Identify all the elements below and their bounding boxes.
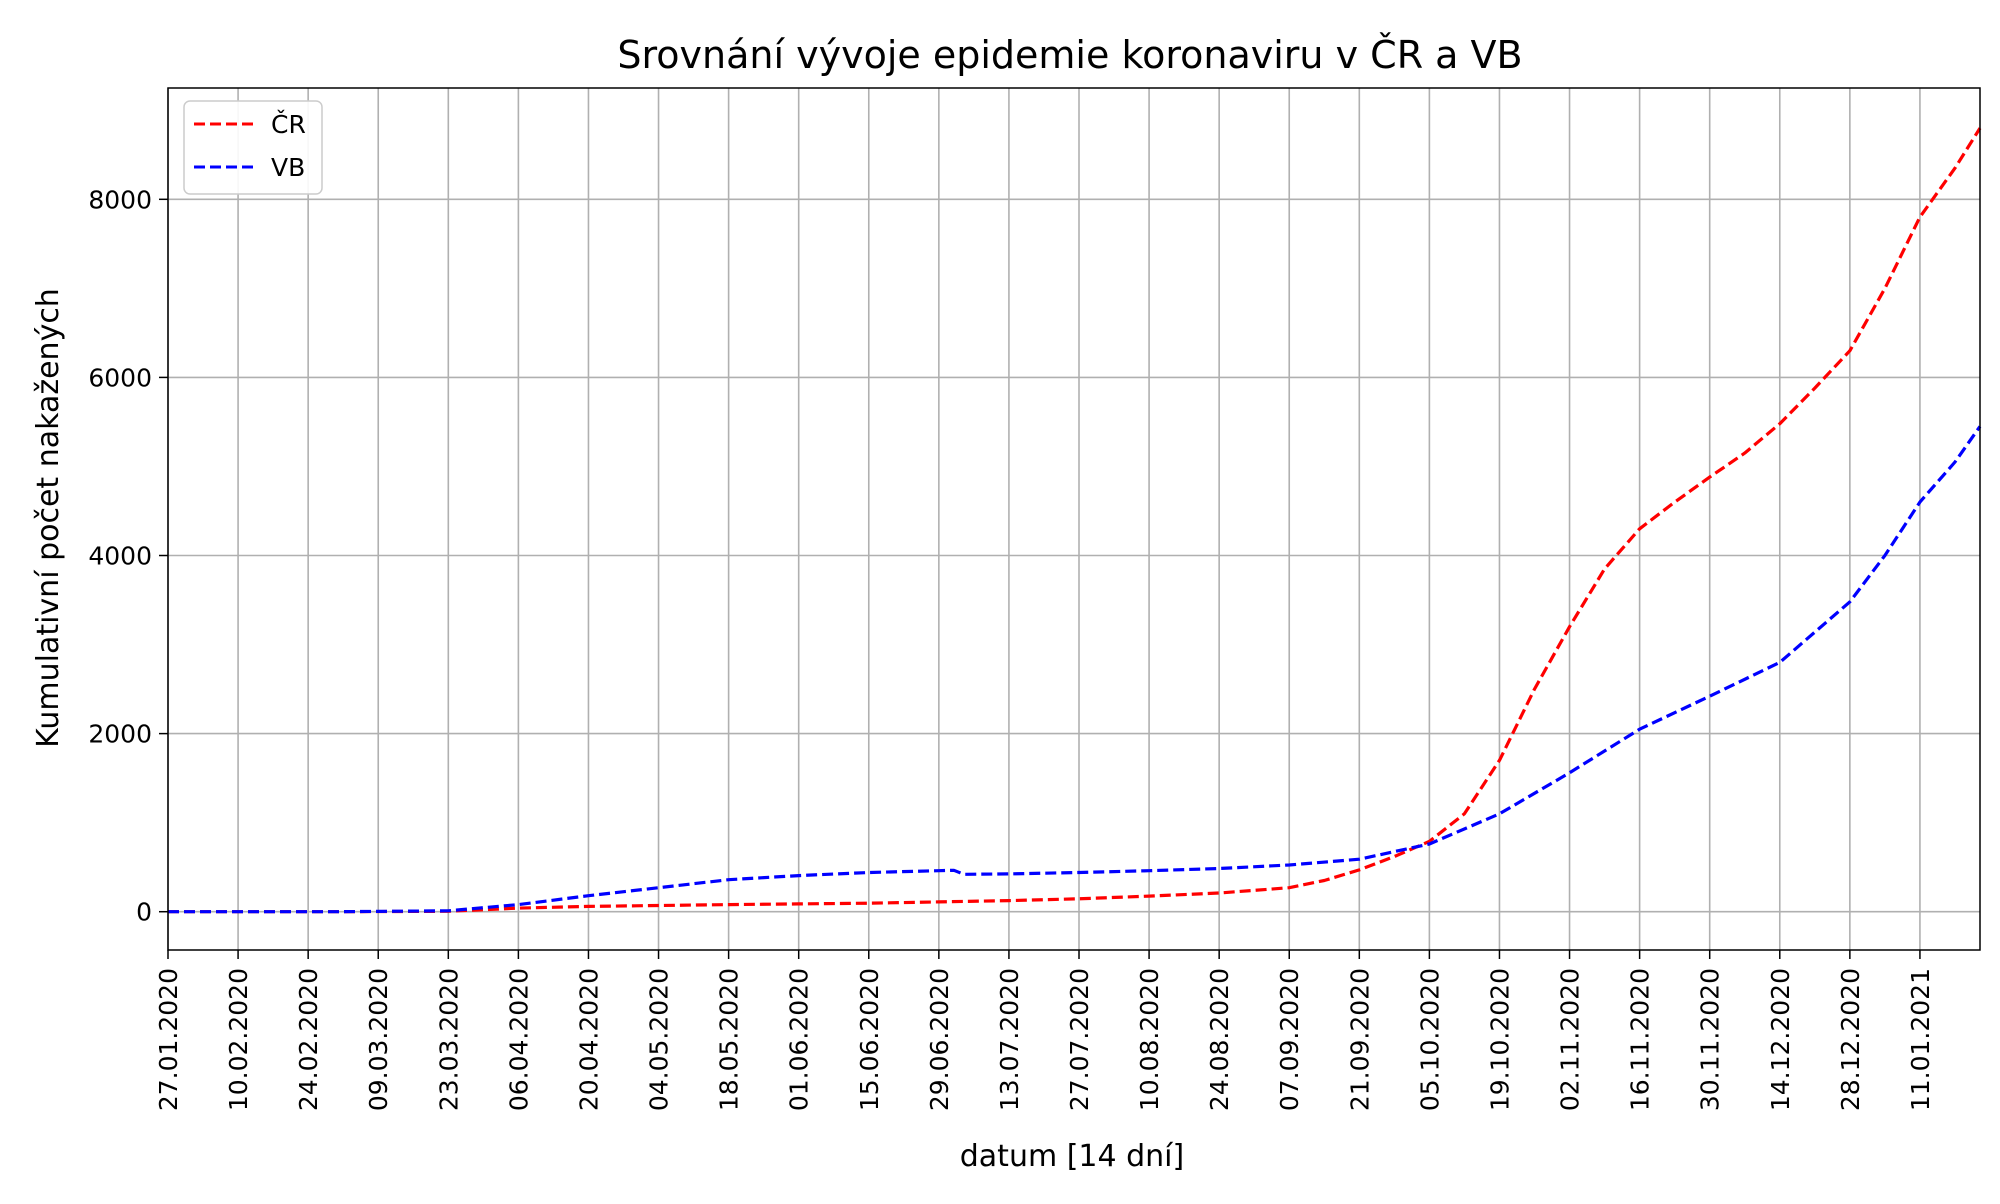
x-tick-label: 29.06.2020 xyxy=(925,968,954,1111)
x-tick-label: 30.11.2020 xyxy=(1696,968,1725,1111)
series-layer xyxy=(168,127,1982,914)
x-tick-label: 18.05.2020 xyxy=(715,968,744,1111)
plot-frame xyxy=(167,87,1981,951)
x-tick-label: 16.11.2020 xyxy=(1626,968,1655,1111)
chart-title: Srovnání vývoje epidemie koronaviru v ČR… xyxy=(617,33,1522,77)
x-tick-label: 05.10.2020 xyxy=(1415,968,1444,1111)
y-axis-label: Kumulativní počet nakažených xyxy=(31,288,66,748)
x-axis-label: datum [14 dní] xyxy=(960,1139,1184,1174)
x-tick-label: 28.12.2020 xyxy=(1836,968,1865,1111)
x-tick-label: 27.01.2020 xyxy=(154,968,183,1111)
y-tick-label: 0 xyxy=(136,898,152,927)
x-tick-label: 14.12.2020 xyxy=(1766,968,1795,1111)
x-tick-label: 07.09.2020 xyxy=(1275,968,1304,1111)
x-tick-label: 10.08.2020 xyxy=(1135,968,1164,1111)
grid-layer xyxy=(167,88,1980,950)
legend-label-vb: VB xyxy=(271,153,305,182)
x-tick-label: 21.09.2020 xyxy=(1345,968,1374,1111)
x-tick-label: 10.02.2020 xyxy=(224,968,253,1111)
x-tick-label: 04.05.2020 xyxy=(645,968,674,1111)
x-tick-label: 01.06.2020 xyxy=(785,968,814,1111)
series-line-cr xyxy=(168,127,1982,914)
x-tick-label: 06.04.2020 xyxy=(504,968,533,1111)
y-tick-label: 4000 xyxy=(88,542,152,571)
x-tick-label: 24.02.2020 xyxy=(294,968,323,1111)
axis-layer: 27.01.2020 10.02.2020 24.02.2020 09.03.2020… xyxy=(88,185,1935,1111)
x-tick-label: 15.06.2020 xyxy=(855,968,884,1111)
legend-label-cr: ČR xyxy=(271,109,306,139)
x-tick-label: 19.10.2020 xyxy=(1485,968,1514,1111)
x-tick-label: 23.03.2020 xyxy=(434,968,463,1111)
legend: ČR VB xyxy=(183,100,323,195)
y-tick-label: 6000 xyxy=(88,363,152,392)
series-line-vb xyxy=(168,425,1982,914)
y-tick-label: 2000 xyxy=(88,720,152,749)
y-tick-label: 8000 xyxy=(88,185,152,214)
x-tick-label: 27.07.2020 xyxy=(1065,968,1094,1111)
x-tick-label: 09.03.2020 xyxy=(364,968,393,1111)
x-tick-label: 13.07.2020 xyxy=(995,968,1024,1111)
x-tick-label: 11.01.2021 xyxy=(1906,968,1935,1111)
x-tick-label: 24.08.2020 xyxy=(1205,968,1234,1111)
x-tick-label: 02.11.2020 xyxy=(1556,968,1585,1111)
x-tick-label: 20.04.2020 xyxy=(574,968,603,1111)
